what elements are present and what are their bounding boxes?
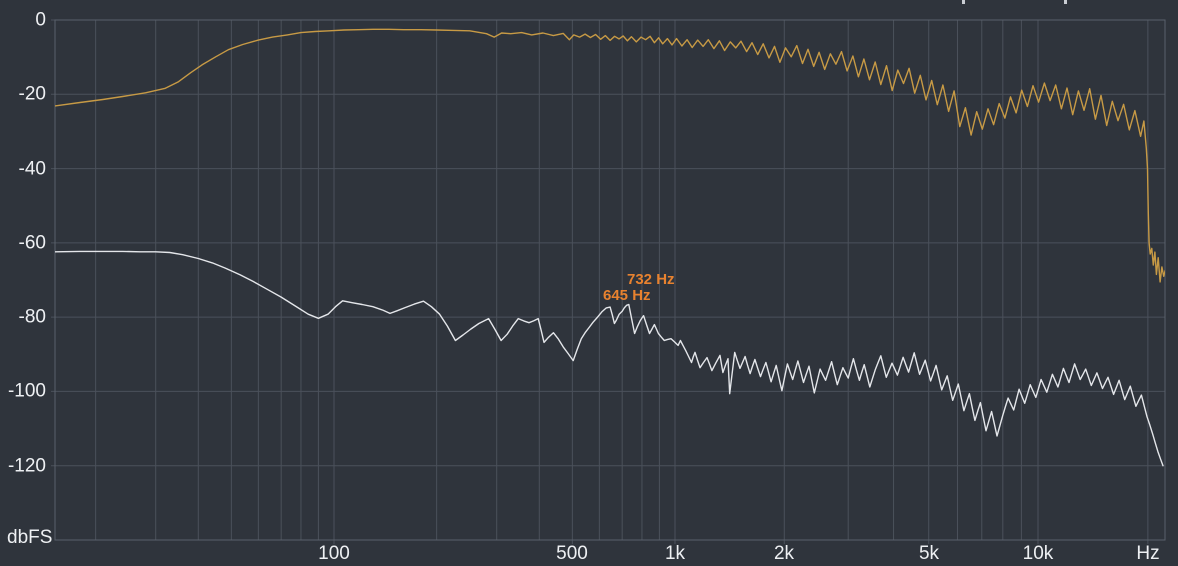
x-tick-label-500: 500 — [556, 543, 588, 564]
plot-border — [54, 19, 1166, 541]
peak-annotation-2: 645 Hz — [603, 287, 651, 304]
y-tick-label-0: 0 — [35, 9, 46, 31]
peak-annotation-1: 732 Hz — [627, 271, 675, 288]
x-tick-label-1k: 1k — [664, 543, 686, 564]
x-tick-label-2k: 2k — [773, 543, 795, 564]
y-tick-label--40: -40 — [18, 158, 46, 180]
y-axis-unit-label: dbFS — [7, 527, 53, 548]
y-tick-label--80: -80 — [18, 306, 46, 328]
vertical-gridlines — [95, 20, 1149, 544]
upper-spectrum-trace — [55, 28, 1165, 283]
x-tick-label-10k: 10k — [1022, 543, 1054, 564]
horizontal-gridlines — [51, 19, 1165, 541]
y-tick-label--100: -100 — [7, 380, 46, 402]
y-tick-label--120: -120 — [7, 455, 46, 477]
clipped-text-artifact — [962, 0, 965, 4]
x-tick-label-100: 100 — [318, 543, 350, 564]
clipped-text-artifact — [1064, 0, 1067, 4]
lower-spectrum-trace — [55, 250, 1164, 467]
x-axis-unit-label: Hz — [1136, 543, 1160, 564]
x-tick-label-5k: 5k — [918, 543, 940, 564]
y-tick-label--60: -60 — [18, 232, 46, 254]
y-tick-label--20: -20 — [18, 83, 46, 105]
